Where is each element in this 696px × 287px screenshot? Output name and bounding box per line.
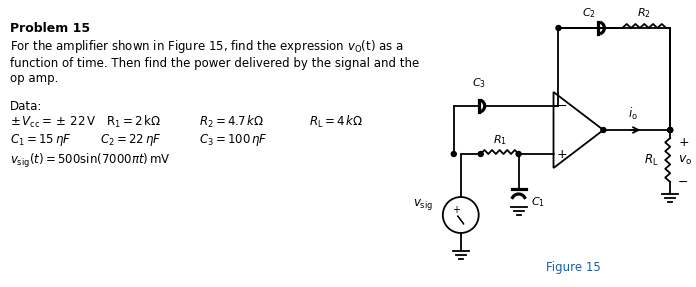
- Text: $C_2{=}22\,\eta F$: $C_2{=}22\,\eta F$: [100, 132, 161, 148]
- Text: Figure 15: Figure 15: [546, 261, 601, 274]
- Text: $v_{\rm sig}(t){=}500\sin(7000\pi t)\,\rm mV$: $v_{\rm sig}(t){=}500\sin(7000\pi t)\,\r…: [10, 152, 171, 170]
- Circle shape: [516, 152, 521, 156]
- Text: +: +: [557, 148, 567, 160]
- Text: $R_2$: $R_2$: [638, 6, 651, 20]
- Circle shape: [667, 127, 673, 133]
- Text: $v_{\rm o}$: $v_{\rm o}$: [678, 154, 693, 166]
- Text: Data:: Data:: [10, 100, 42, 113]
- Circle shape: [601, 127, 606, 133]
- Text: $R_2=4.7\,k\Omega$: $R_2=4.7\,k\Omega$: [200, 114, 264, 130]
- Text: $\pm\,V_{\rm cc}=\pm\,22\,\rm V\quad R_1=2\,k\Omega$: $\pm\,V_{\rm cc}=\pm\,22\,\rm V\quad R_1…: [10, 114, 161, 130]
- Text: $C_1$: $C_1$: [530, 195, 544, 209]
- Circle shape: [667, 127, 673, 133]
- Text: For the amplifier shown in Figure 15, find the expression $v_{\rm O}$(t) as a
fu: For the amplifier shown in Figure 15, fi…: [10, 38, 419, 85]
- Text: $C_1{=}15\,\eta F$: $C_1{=}15\,\eta F$: [10, 132, 72, 148]
- Text: −: −: [678, 175, 688, 189]
- Text: Problem 15: Problem 15: [10, 22, 90, 35]
- Text: $C_3{=}100\,\eta F$: $C_3{=}100\,\eta F$: [200, 132, 269, 148]
- Text: $i_{\rm o}$: $i_{\rm o}$: [628, 106, 638, 122]
- Circle shape: [478, 152, 483, 156]
- Text: $v_{\rm sig}$: $v_{\rm sig}$: [413, 197, 433, 212]
- Text: $R_{\rm L}{=}4\,k\Omega$: $R_{\rm L}{=}4\,k\Omega$: [309, 114, 363, 130]
- Text: −: −: [557, 100, 567, 113]
- Text: $R_1$: $R_1$: [493, 133, 507, 147]
- Circle shape: [451, 152, 457, 156]
- Text: $R_{\rm L}$: $R_{\rm L}$: [644, 152, 658, 168]
- Text: +: +: [678, 135, 689, 148]
- Circle shape: [556, 26, 561, 30]
- Text: $C_2$: $C_2$: [583, 6, 596, 20]
- Text: $C_3$: $C_3$: [472, 76, 486, 90]
- Text: +: +: [452, 205, 460, 215]
